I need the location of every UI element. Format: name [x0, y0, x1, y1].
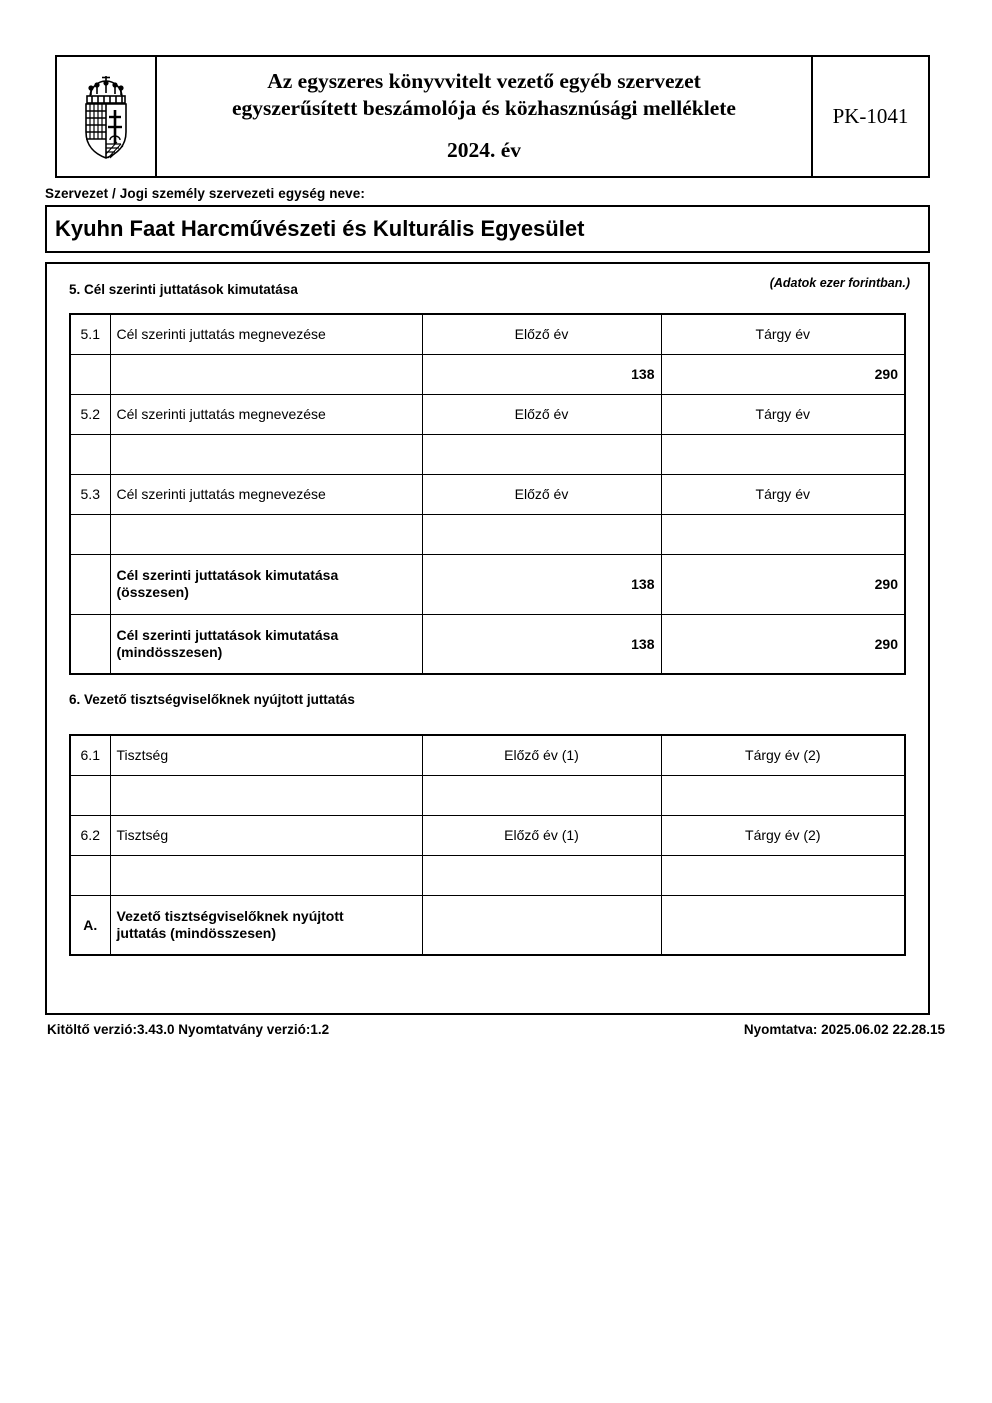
table-row	[69, 513, 906, 555]
form-year: 2024. év	[446, 137, 522, 162]
row-name-label: Cél szerinti juttatás megnevezése	[109, 393, 423, 435]
prev-year-value[interactable]	[421, 433, 662, 475]
total-prev-value: 138	[421, 553, 662, 615]
current-year-value[interactable]	[660, 513, 906, 555]
row-index: 6.2	[69, 814, 111, 856]
current-year-header: Tárgy év (2)	[660, 734, 906, 776]
total-label-line-2: juttatás (mindösszesen)	[116, 924, 276, 941]
current-year-value[interactable]	[660, 774, 906, 816]
total-label-line-1: Cél szerinti juttatások kimutatása	[116, 567, 339, 584]
section-6-title: 6. Vezető tisztségviselőknek nyújtott ju…	[69, 692, 355, 707]
current-year-header: Tárgy év (2)	[660, 814, 906, 856]
grand-total-current-value: 290	[660, 613, 906, 675]
row-name-value[interactable]	[109, 513, 423, 555]
row-index-blank	[69, 613, 111, 675]
row-index-blank	[69, 553, 111, 615]
table-row: 138 290	[69, 353, 906, 395]
table-row: 5.2 Cél szerinti juttatás megnevezése El…	[69, 393, 906, 435]
total-current-value: 290	[660, 553, 906, 615]
current-year-value[interactable]	[660, 854, 906, 896]
section-5-table: 5.1 Cél szerinti juttatás megnevezése El…	[69, 313, 906, 675]
form-title-cell: Az egyszeres könyvvitelt vezető egyéb sz…	[157, 57, 813, 176]
prev-year-header: Előző év	[421, 313, 662, 355]
section-5-title: 5. Cél szerinti juttatások kimutatása	[69, 282, 298, 297]
table-row	[69, 433, 906, 475]
prev-year-header: Előző év	[421, 393, 662, 435]
row-name-value[interactable]	[109, 433, 423, 475]
row-index-blank	[69, 513, 111, 555]
row-position-value[interactable]	[109, 854, 423, 896]
table-row: 5.3 Cél szerinti juttatás megnevezése El…	[69, 473, 906, 515]
prev-year-value[interactable]	[421, 774, 662, 816]
row-index: 5.2	[69, 393, 111, 435]
current-year-value[interactable]	[660, 433, 906, 475]
row-index: 5.3	[69, 473, 111, 515]
row-index: 5.1	[69, 313, 111, 355]
table-row-total: Cél szerinti juttatások kimutatása (össz…	[69, 553, 906, 615]
form-title-line-1: Az egyszeres könyvvitelt vezető egyéb sz…	[267, 69, 701, 94]
current-year-value[interactable]: 290	[660, 353, 906, 395]
row-index-blank	[69, 433, 111, 475]
organization-label: Szervezet / Jogi személy szervezeti egys…	[45, 186, 365, 201]
total-prev-value	[421, 894, 662, 956]
grand-total-label-line-1: Cél szerinti juttatások kimutatása	[116, 627, 339, 644]
row-name-label: Cél szerinti juttatás megnevezése	[109, 473, 423, 515]
grand-total-label: Cél szerinti juttatások kimutatása (mind…	[109, 613, 423, 675]
table-row	[69, 774, 906, 816]
footer-printed: Nyomtatva: 2025.06.02 22.28.15	[743, 1022, 945, 1037]
current-year-header: Tárgy év	[660, 313, 906, 355]
row-name-label: Cél szerinti juttatás megnevezése	[109, 313, 423, 355]
row-name-value[interactable]	[109, 353, 423, 395]
table-row-total: A. Vezető tisztségviselőknek nyújtott ju…	[69, 894, 906, 956]
row-index-blank	[69, 353, 111, 395]
row-position-label: Tisztség	[109, 814, 423, 856]
table-row	[69, 854, 906, 896]
table-row: 6.2 Tisztség Előző év (1) Tárgy év (2)	[69, 814, 906, 856]
form-title-line-2: egyszerűsített beszámolója és közhasznús…	[232, 95, 736, 120]
row-index-blank	[69, 774, 111, 816]
table-row: 5.1 Cél szerinti juttatás megnevezése El…	[69, 313, 906, 355]
crest-cell	[57, 57, 157, 176]
prev-year-value[interactable]: 138	[421, 353, 662, 395]
organization-name: Kyuhn Faat Harcművészeti és Kulturális E…	[55, 216, 585, 241]
prev-year-value[interactable]	[421, 854, 662, 896]
main-content-frame: 5. Cél szerinti juttatások kimutatása (A…	[45, 262, 930, 1015]
organization-name-box: Kyuhn Faat Harcművészeti és Kulturális E…	[45, 205, 930, 253]
current-year-header: Tárgy év	[660, 393, 906, 435]
total-label-line-1: Vezető tisztségviselőknek nyújtott	[116, 908, 344, 925]
section-6-table: 6.1 Tisztség Előző év (1) Tárgy év (2) 6…	[69, 734, 906, 956]
form-code: PK-1041	[832, 104, 909, 128]
total-current-value	[660, 894, 906, 956]
form-header: Az egyszeres könyvvitelt vezető egyéb sz…	[55, 55, 930, 178]
total-row-index: A.	[69, 894, 111, 956]
prev-year-header: Előző év	[421, 473, 662, 515]
row-position-value[interactable]	[109, 774, 423, 816]
row-position-label: Tisztség	[109, 734, 423, 776]
table-row: 6.1 Tisztség Előző év (1) Tárgy év (2)	[69, 734, 906, 776]
total-label: Vezető tisztségviselőknek nyújtott jutta…	[109, 894, 423, 956]
row-index: 6.1	[69, 734, 111, 776]
currency-note: (Adatok ezer forintban.)	[769, 276, 910, 290]
total-label-line-2: (összesen)	[116, 584, 189, 600]
row-index-blank	[69, 854, 111, 896]
total-label: Cél szerinti juttatások kimutatása (össz…	[109, 553, 423, 615]
prev-year-header: Előző év (1)	[421, 734, 662, 776]
prev-year-value[interactable]	[421, 513, 662, 555]
prev-year-header: Előző év (1)	[421, 814, 662, 856]
grand-total-prev-value: 138	[421, 613, 662, 675]
footer-version: Kitöltő verzió:3.43.0 Nyomtatvány verzió…	[47, 1022, 330, 1037]
hungary-coat-of-arms-icon	[77, 74, 135, 160]
grand-total-label-line-2: (mindösszesen)	[116, 643, 223, 660]
table-row-total: Cél szerinti juttatások kimutatása (mind…	[69, 613, 906, 675]
current-year-header: Tárgy év	[660, 473, 906, 515]
